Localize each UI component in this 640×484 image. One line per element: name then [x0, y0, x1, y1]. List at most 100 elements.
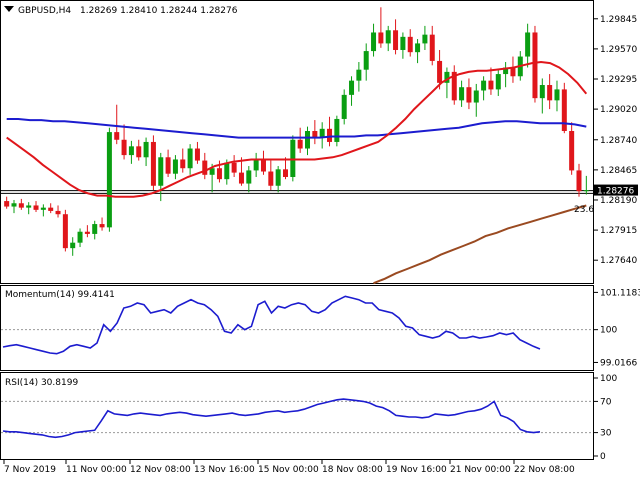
- bull-candle: [92, 224, 97, 234]
- time-axis-label: 22 Nov 08:00: [514, 465, 575, 475]
- bear-candle: [408, 37, 413, 52]
- price-axis-label: 1.29845: [600, 15, 637, 25]
- bull-candle: [144, 142, 149, 157]
- bear-candle: [569, 131, 574, 170]
- momentum-panel: 101.1183 100 99.0166 Momentum(14) 99.4141: [1, 286, 640, 371]
- bear-candle: [4, 201, 9, 206]
- bull-candle: [224, 163, 229, 179]
- bull-candle: [107, 132, 112, 227]
- price-axis-label: 1.28740: [600, 136, 637, 146]
- bear-candle: [166, 157, 171, 173]
- bull-candle: [334, 119, 339, 142]
- bear-candle: [312, 131, 317, 138]
- bull-candle: [364, 51, 369, 70]
- bear-candle: [437, 61, 442, 83]
- price-axis-label: 1.29295: [600, 75, 637, 85]
- bull-candle: [305, 131, 310, 149]
- bull-candle: [41, 208, 46, 210]
- momentum-axis-label: 101.1183: [600, 288, 640, 298]
- price-axis-label: 1.27915: [600, 226, 637, 236]
- price-axis-label: 1.29570: [600, 45, 637, 55]
- momentum-axis-label: 100: [600, 326, 617, 336]
- bull-candle: [474, 90, 479, 102]
- bull-candle: [415, 43, 420, 52]
- rsi-axis-label: 100: [600, 374, 617, 384]
- bull-candle: [459, 87, 464, 100]
- bull-candle: [584, 190, 589, 191]
- bear-candle: [195, 149, 200, 161]
- bear-candle: [180, 159, 185, 168]
- bull-candle: [254, 159, 259, 170]
- time-axis-label: 19 Nov 16:00: [386, 465, 447, 475]
- bull-candle: [540, 85, 545, 98]
- rsi-axis-label: 30: [600, 429, 612, 439]
- rsi-axis-label: 70: [600, 397, 612, 407]
- bear-candle: [56, 211, 61, 214]
- bear-candle: [239, 173, 244, 184]
- bear-candle: [63, 214, 68, 248]
- bear-candle: [136, 146, 141, 157]
- bear-candle: [532, 32, 537, 98]
- current-price-label: 1.28276: [597, 187, 634, 197]
- time-axis-label: 12 Nov 08:00: [130, 465, 191, 475]
- momentum-axis-label: 99.0166: [600, 358, 637, 368]
- bull-candle: [554, 89, 559, 100]
- bear-candle: [202, 161, 207, 175]
- momentum-title: Momentum(14) 99.4141: [5, 290, 115, 300]
- bear-candle: [393, 30, 398, 50]
- bear-candle: [217, 168, 222, 179]
- bear-candle: [268, 172, 273, 186]
- bear-candle: [562, 89, 567, 131]
- bull-candle: [422, 35, 427, 44]
- bear-candle: [298, 140, 303, 149]
- price-axis-label: 1.28465: [600, 166, 637, 176]
- rsi-axis-label: 0: [600, 452, 606, 462]
- bear-candle: [114, 132, 119, 140]
- time-axis-label: 11 Nov 00:00: [66, 465, 127, 475]
- bull-candle: [158, 157, 163, 185]
- fib-level-label: 23.6: [574, 205, 594, 215]
- bear-candle: [151, 142, 156, 186]
- bull-candle: [349, 81, 354, 95]
- bull-candle: [12, 203, 17, 206]
- bear-candle: [488, 81, 493, 90]
- bear-candle: [122, 140, 127, 155]
- bear-candle: [547, 85, 552, 100]
- price-panel-frame: [1, 1, 594, 284]
- bear-candle: [232, 163, 237, 173]
- time-axis-label: 18 Nov 08:00: [322, 465, 383, 475]
- bear-candle: [327, 129, 332, 142]
- time-axis-label: 21 Nov 00:00: [450, 465, 511, 475]
- bull-candle: [78, 232, 83, 243]
- price-axis-label: 1.27640: [600, 256, 637, 266]
- bear-candle: [283, 169, 288, 177]
- bear-candle: [48, 208, 53, 211]
- price-axis-label: 1.29020: [600, 105, 637, 115]
- bull-candle: [188, 149, 193, 169]
- bull-candle: [290, 140, 295, 177]
- current-price-marker: 1.28276: [594, 185, 638, 197]
- bull-candle: [496, 74, 501, 89]
- bull-candle: [276, 169, 281, 185]
- bear-candle: [261, 159, 266, 171]
- symbol-label: GBPUSD,H4: [18, 6, 71, 16]
- bull-candle: [371, 32, 376, 51]
- ohlc-readout: 1.28269 1.28410 1.28244 1.28276: [80, 6, 238, 16]
- bear-candle: [100, 224, 105, 227]
- bull-candle: [26, 205, 31, 207]
- bear-candle: [430, 35, 435, 61]
- price-panel: 1.29845 1.29570 1.29295 1.29020 1.28740 1.284…: [1, 1, 639, 284]
- time-axis-label: 13 Nov 16:00: [194, 465, 255, 475]
- bear-candle: [19, 203, 24, 207]
- bull-candle: [246, 170, 251, 183]
- bull-candle: [342, 95, 347, 119]
- time-axis-label: 15 Nov 00:00: [258, 465, 319, 475]
- bull-candle: [173, 159, 178, 173]
- time-axis-label: 7 Nov 2019: [4, 465, 56, 475]
- bear-candle: [576, 170, 581, 191]
- bull-candle: [400, 37, 405, 50]
